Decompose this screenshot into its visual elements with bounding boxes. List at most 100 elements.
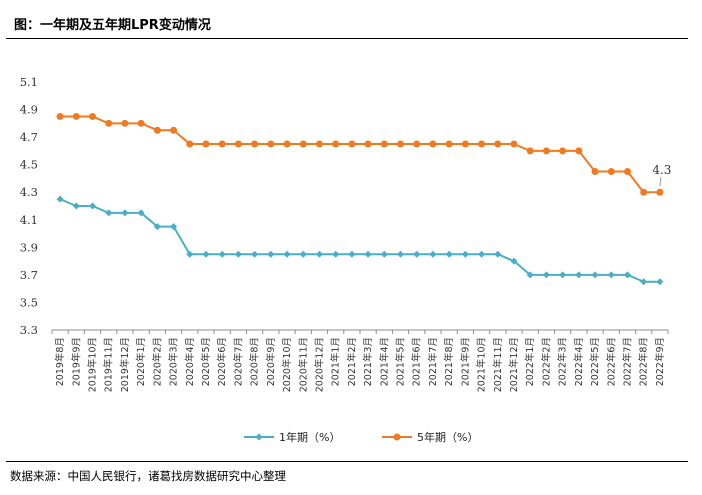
data-point-marker [315, 140, 323, 148]
data-point-marker [105, 119, 113, 127]
series-5yr [56, 112, 664, 196]
data-point-marker [526, 271, 534, 279]
chart-legend: 1年期（%） 5年期（%） [244, 430, 478, 444]
title-divider [6, 38, 688, 39]
data-point-marker [170, 223, 178, 231]
data-point-marker [413, 250, 421, 258]
data-point-marker [153, 223, 161, 231]
y-tick-label: 3.3 [20, 323, 38, 337]
y-tick-label: 5.1 [20, 75, 38, 89]
data-point-marker [640, 188, 648, 196]
data-point-marker [332, 140, 340, 148]
data-point-marker [591, 271, 599, 279]
data-point-marker [494, 140, 502, 148]
data-point-marker [121, 119, 129, 127]
data-point-marker [283, 250, 291, 258]
x-tick-label: 2021年11月 [492, 337, 504, 392]
legend-marker [255, 433, 263, 441]
data-point-marker [461, 140, 469, 148]
x-tick-label: 2022年5月 [589, 337, 601, 386]
data-point-marker [332, 250, 340, 258]
data-point-marker [202, 250, 210, 258]
data-point-marker [153, 126, 161, 134]
x-tick-label: 2022年9月 [654, 337, 666, 386]
data-point-marker [445, 250, 453, 258]
data-point-marker [234, 140, 242, 148]
x-tick-label: 2020年5月 [200, 337, 212, 386]
data-point-marker [234, 250, 242, 258]
x-tick-label: 2019年9月 [70, 337, 82, 386]
data-point-marker [56, 112, 64, 120]
x-tick-label: 2020年4月 [184, 337, 196, 386]
data-point-marker [445, 140, 453, 148]
data-point-marker [251, 250, 259, 258]
data-point-marker [559, 271, 567, 279]
data-point-marker [656, 188, 664, 196]
data-point-marker [623, 168, 631, 176]
data-point-marker [72, 112, 80, 120]
data-point-marker [575, 271, 583, 279]
data-point-marker [299, 140, 307, 148]
data-point-marker [364, 250, 372, 258]
data-point-marker [72, 202, 80, 210]
x-tick-label: 2021年5月 [395, 337, 407, 386]
data-point-marker [607, 271, 615, 279]
data-point-marker [413, 140, 421, 148]
data-point-marker [267, 250, 275, 258]
data-point-marker [56, 195, 64, 203]
data-point-marker [202, 140, 210, 148]
y-tick-label: 4.1 [20, 213, 38, 227]
legend-marker [393, 433, 401, 441]
x-tick-label: 2021年4月 [378, 337, 390, 386]
x-tick-label: 2020年3月 [168, 337, 180, 386]
y-tick-label: 3.7 [20, 268, 38, 282]
x-tick-label: 2022年1月 [524, 337, 536, 386]
data-point-marker [607, 168, 615, 176]
series-1yr [56, 195, 664, 286]
data-point-marker [315, 250, 323, 258]
annotation-label: 4.3 [652, 163, 671, 177]
x-tick-label: 2021年1月 [330, 337, 342, 386]
x-tick-label: 2022年4月 [573, 337, 585, 386]
x-tick-label: 2020年11月 [297, 337, 309, 392]
data-point-marker [478, 250, 486, 258]
data-point-marker [267, 140, 275, 148]
data-point-marker [121, 209, 129, 217]
x-tick-label: 2021年3月 [362, 337, 374, 386]
legend-label: 1年期（%） [279, 430, 340, 444]
data-point-marker [137, 209, 145, 217]
data-point-marker [429, 140, 437, 148]
data-point-marker [283, 140, 291, 148]
data-point-marker [397, 250, 405, 258]
y-tick-label: 4.9 [20, 103, 38, 117]
x-tick-label: 2020年9月 [265, 337, 277, 386]
y-tick-label: 3.9 [20, 240, 38, 254]
data-point-marker [218, 140, 226, 148]
x-tick-label: 2020年10月 [281, 337, 293, 392]
data-point-marker [429, 250, 437, 258]
data-point-marker [89, 112, 97, 120]
data-point-marker [526, 147, 534, 155]
x-tick-label: 2022年7月 [621, 337, 633, 386]
data-point-marker [186, 250, 194, 258]
chart-title: 图：一年期及五年期LPR变动情况 [14, 18, 211, 33]
series-line [60, 115, 660, 194]
data-point-marker [494, 250, 502, 258]
data-point-marker [656, 278, 664, 286]
x-tick-label: 2021年10月 [476, 337, 488, 392]
lpr-line-chart: 3.3 3.5 3.7 3.9 4.1 4.3 4.5 4.7 4.9 5.1 2019年8月 201… [20, 75, 672, 444]
data-point-marker [186, 140, 194, 148]
data-point-marker [623, 271, 631, 279]
data-point-marker [461, 250, 469, 258]
data-point-marker [348, 140, 356, 148]
x-tick-label: 2019年12月 [119, 337, 131, 392]
x-tick-label: 2021年7月 [427, 337, 439, 386]
x-tick-label: 2022年8月 [638, 337, 650, 386]
x-tick-label: 2021年8月 [443, 337, 455, 386]
x-tick-label: 2019年8月 [54, 337, 66, 386]
y-tick-label: 4.3 [20, 185, 38, 199]
series-line [59, 198, 660, 283]
data-point-marker [591, 168, 599, 176]
x-tick-label: 2020年7月 [232, 337, 244, 386]
data-point-marker [380, 250, 388, 258]
